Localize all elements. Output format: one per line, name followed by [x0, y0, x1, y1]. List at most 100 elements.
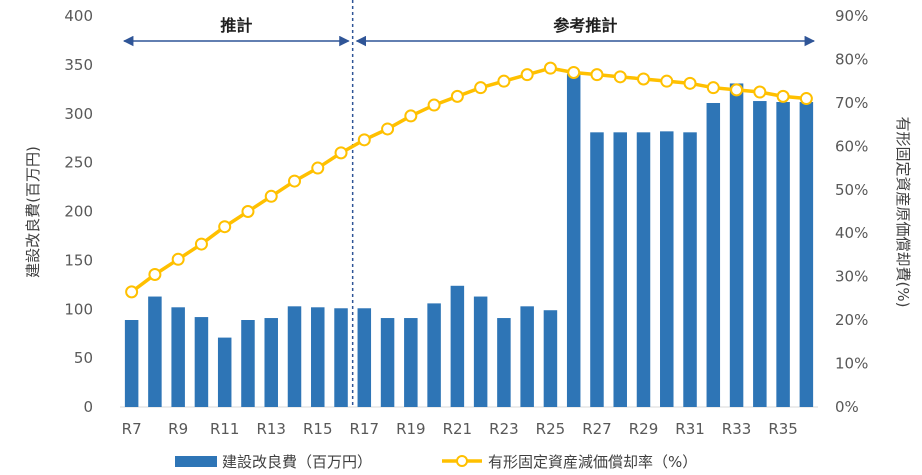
right-axis-title: 有形固定資産原価償却費(%): [894, 117, 912, 308]
line-markers: [125, 61, 813, 299]
bar: [148, 296, 162, 407]
left-tick-label: 400: [64, 7, 93, 25]
right-tick-label: 40%: [835, 224, 868, 242]
line-point: [474, 81, 488, 95]
x-axis-ticks: R7 R9 R11 R13 R15 R17 R19 R21 R23 R25 R27 R29 R31 R33…: [122, 420, 798, 438]
line-point: [357, 133, 371, 147]
x-tick-label: R35: [768, 420, 798, 438]
x-tick-label: R17: [350, 420, 380, 438]
legend-bar-label: 建設改良費（百万円）: [222, 453, 372, 471]
phase-annotations: 推計 参考推計: [122, 16, 816, 47]
bar: [380, 318, 395, 407]
line-point: [264, 189, 278, 203]
line-point: [450, 89, 464, 103]
bar: [287, 306, 302, 407]
phase-label: 参考推計: [553, 16, 617, 35]
bar: [450, 285, 465, 407]
right-tick-label: 60%: [835, 137, 868, 155]
line-point: [730, 83, 744, 97]
bar: [194, 317, 209, 407]
bar: [660, 131, 674, 407]
x-tick-label: R19: [396, 420, 426, 438]
line-point: [753, 85, 767, 99]
line-point: [311, 161, 325, 175]
right-tick-label: 0%: [835, 398, 859, 416]
x-tick-label: R23: [489, 420, 519, 438]
line-point: [660, 74, 674, 88]
line-point: [543, 61, 557, 75]
line-point: [590, 68, 604, 82]
bar: [683, 132, 697, 407]
x-tick-label: R21: [443, 420, 473, 438]
bar: [776, 102, 790, 408]
x-tick-label: R33: [722, 420, 752, 438]
x-tick-label: R11: [210, 420, 240, 438]
bar: [706, 102, 721, 407]
line-point: [520, 68, 534, 82]
left-tick-label: 150: [64, 251, 93, 269]
legend-line-label: 有形固定資産減価償却率（%）: [488, 453, 697, 471]
bar: [427, 303, 441, 407]
bar: [334, 308, 348, 407]
legend: 建設改良費（百万円） 有形固定資産減価償却率（%）: [175, 453, 697, 471]
bar: [404, 318, 418, 407]
line-point: [776, 89, 790, 103]
left-tick-label: 0: [83, 398, 93, 416]
line-point: [706, 81, 720, 95]
bar: [590, 132, 604, 407]
left-tick-label: 350: [64, 56, 93, 74]
right-tick-label: 90%: [835, 7, 868, 25]
x-tick-label: R25: [536, 420, 566, 438]
left-axis-ticks: 0 50 100 150 200 250 300 350 400: [64, 7, 93, 416]
left-tick-label: 300: [64, 105, 93, 123]
right-tick-label: 10%: [835, 355, 868, 373]
bar: [264, 318, 278, 407]
line-point: [404, 109, 418, 123]
legend-bar-swatch: [175, 456, 217, 467]
line-point: [171, 252, 185, 266]
bar: [217, 337, 232, 407]
bar: [520, 306, 534, 407]
line-point: [567, 65, 581, 79]
left-tick-label: 250: [64, 154, 93, 172]
bar-series: [124, 73, 814, 408]
x-tick-label: R9: [168, 420, 188, 438]
x-tick-label: R15: [303, 420, 333, 438]
line-point: [613, 70, 627, 84]
x-tick-label: R13: [256, 420, 286, 438]
line-point: [334, 146, 348, 160]
bar: [566, 73, 581, 408]
bar: [613, 132, 627, 407]
bar: [241, 320, 255, 407]
legend-line-marker: [456, 455, 468, 467]
left-tick-label: 100: [64, 300, 93, 318]
bar: [543, 310, 558, 407]
bar: [357, 308, 372, 407]
x-tick-label: R31: [675, 420, 705, 438]
right-tick-label: 70%: [835, 94, 868, 112]
line-point: [288, 174, 301, 188]
line-point: [148, 267, 162, 281]
line-series: [130, 66, 807, 294]
bar: [473, 296, 488, 407]
bar: [124, 320, 139, 407]
line-point: [497, 74, 511, 88]
line-point: [683, 76, 697, 90]
bar: [753, 101, 767, 407]
right-tick-label: 20%: [835, 311, 868, 329]
line-point: [637, 72, 650, 86]
line-point: [799, 92, 813, 106]
left-tick-label: 200: [64, 203, 93, 221]
right-tick-label: 50%: [835, 181, 868, 199]
x-tick-label: R29: [629, 420, 659, 438]
right-axis-ticks: 0% 10% 20% 30% 40% 50% 60% 70% 80% 90%: [835, 7, 868, 416]
bar: [799, 102, 814, 408]
x-tick-label: R7: [122, 420, 142, 438]
bar: [636, 132, 651, 407]
left-axis-title: 建設改良費(百万円): [24, 146, 42, 278]
right-tick-label: 80%: [835, 50, 868, 68]
line-point: [427, 98, 441, 112]
left-tick-label: 50: [74, 349, 93, 367]
line-point: [194, 237, 208, 251]
line-point: [381, 122, 395, 136]
